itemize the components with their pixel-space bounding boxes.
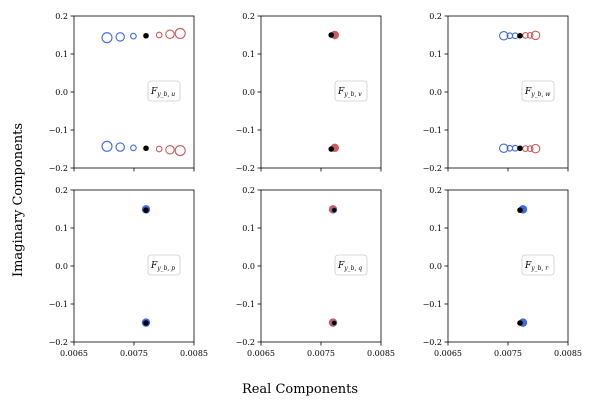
data-point-red	[155, 145, 163, 153]
data-point-blue	[499, 143, 509, 153]
y-tick-label: −0.1	[423, 300, 442, 309]
y-tick-label: −0.2	[423, 164, 442, 173]
data-point-black	[332, 320, 337, 326]
panel-label: Fy_b, w	[524, 87, 551, 98]
data-point-red	[165, 29, 175, 39]
y-tick-label: 0.2	[429, 12, 442, 21]
chart-panel-6: −0.2 −0.1 0.0 0.1 0.2 0.0065 0.0075 0.0085 Fy_b,…	[423, 186, 582, 358]
y-tick-label: 0.0	[242, 88, 255, 97]
data-point-black	[517, 145, 523, 152]
y-tick-label: −0.1	[423, 126, 442, 135]
chart-panel-3: −0.2 −0.1 0.0 0.1 0.2 Fy_b, w	[423, 12, 569, 173]
data-point-blue	[130, 32, 137, 40]
x-tick-label: 0.0065	[247, 349, 275, 358]
y-axis-title: Imaginary Components	[11, 123, 26, 277]
data-point-black	[143, 320, 149, 326]
data-point-red	[526, 145, 534, 152]
panel-label-box	[147, 254, 181, 276]
y-tick-label: 0.0	[242, 262, 255, 271]
data-point-red	[174, 27, 186, 40]
y-tick-label: −0.1	[236, 300, 255, 309]
panels-group: −0.2 −0.1 0.0 0.1 0.2 Fy_b, u −0.2 −0.1 0.0 0.1 0.…	[49, 12, 582, 358]
panel-label: Fy_b, r	[524, 261, 549, 272]
data-point-blue	[115, 32, 125, 42]
data-point-red	[530, 143, 541, 154]
data-point-red	[530, 30, 541, 41]
y-tick-label: −0.1	[236, 126, 255, 135]
x-tick-label: 0.0075	[307, 349, 335, 358]
y-tick-label: 0.2	[242, 186, 255, 195]
data-point-red	[165, 145, 175, 155]
y-tick-label: 0.1	[429, 50, 442, 59]
data-point-black	[143, 145, 149, 152]
y-tick-label: 0.2	[429, 186, 442, 195]
chart-panel-1: −0.2 −0.1 0.0 0.1 0.2 Fy_b, u	[49, 12, 195, 173]
panel-label-box	[147, 80, 181, 102]
data-point-red	[155, 31, 163, 39]
x-tick-label: 0.0065	[434, 349, 462, 358]
y-tick-label: 0.1	[242, 224, 255, 233]
y-tick-label: 0.1	[242, 50, 255, 59]
x-tick-label: 0.0075	[120, 349, 148, 358]
panel-label: Fy_b, u	[150, 87, 175, 98]
data-point-black	[143, 32, 149, 39]
x-tick-label: 0.0085	[180, 349, 208, 358]
x-axis-title: Real Components	[242, 382, 358, 397]
x-tick-label: 0.0085	[554, 349, 582, 358]
y-tick-label: 0.0	[55, 88, 68, 97]
data-point-blue	[511, 32, 519, 40]
data-point-blue	[130, 144, 137, 152]
y-tick-label: 0.1	[55, 224, 68, 233]
data-point-black	[517, 207, 523, 213]
panel-label-box	[334, 254, 368, 276]
y-tick-label: 0.1	[429, 224, 442, 233]
y-tick-label: 0.2	[55, 186, 68, 195]
x-tick-label: 0.0085	[367, 349, 395, 358]
y-tick-label: 0.2	[55, 12, 68, 21]
data-point-blue	[115, 142, 125, 152]
panel-label-box	[521, 254, 555, 276]
y-tick-label: −0.2	[49, 164, 68, 173]
x-tick-label: 0.0075	[494, 349, 522, 358]
data-point-blue	[511, 144, 519, 152]
data-point-blue	[101, 140, 113, 152]
panel-label-box	[521, 80, 555, 102]
y-tick-label: 0.2	[242, 12, 255, 21]
data-point-black	[143, 207, 149, 213]
y-tick-label: 0.0	[429, 88, 442, 97]
y-tick-label: 0.1	[55, 50, 68, 59]
data-point-blue	[101, 32, 113, 44]
chart-panel-2: −0.2 −0.1 0.0 0.1 0.2 Fy_b, v	[236, 12, 382, 173]
y-tick-label: −0.2	[236, 338, 255, 347]
data-point-black	[517, 320, 523, 326]
data-point-black	[517, 32, 523, 39]
data-point-blue	[499, 31, 509, 41]
y-tick-label: 0.0	[55, 262, 68, 271]
y-tick-label: −0.1	[49, 300, 68, 309]
data-point-red	[174, 144, 186, 157]
y-tick-label: −0.1	[49, 126, 68, 135]
x-tick-label: 0.0065	[60, 349, 88, 358]
y-tick-label: −0.2	[49, 338, 68, 347]
panel-label-box	[334, 80, 368, 102]
data-point-black	[328, 146, 335, 152]
data-point-red	[526, 32, 534, 39]
data-point-black	[328, 32, 335, 38]
y-tick-label: 0.0	[429, 262, 442, 271]
y-tick-label: −0.2	[423, 338, 442, 347]
chart-panel-4: −0.2 −0.1 0.0 0.1 0.2 0.0065 0.0075 0.0085 Fy_b,…	[49, 186, 208, 358]
data-point-black	[332, 207, 337, 213]
panel-label: Fy_b, v	[337, 87, 362, 98]
y-tick-label: −0.2	[236, 164, 255, 173]
panel-label: Fy_b, q	[337, 261, 362, 272]
panel-label: Fy_b, p	[150, 261, 175, 272]
chart-panel-5: −0.2 −0.1 0.0 0.1 0.2 0.0065 0.0075 0.0085 Fy_b,…	[236, 186, 395, 358]
